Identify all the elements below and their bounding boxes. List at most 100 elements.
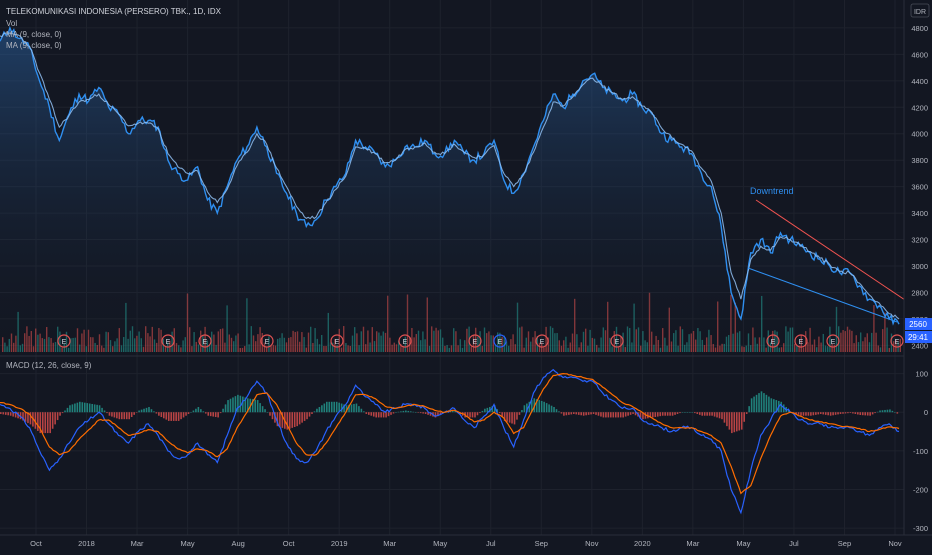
macd-histogram-bar: [363, 411, 365, 413]
volume-bar: [778, 347, 780, 352]
macd-histogram-bar: [681, 412, 684, 413]
macd-histogram-bar: [56, 412, 59, 421]
macd-histogram-bar: [83, 402, 86, 413]
macd-histogram-bar: [367, 412, 370, 415]
volume-bar: [470, 346, 472, 352]
macd-histogram-bar: [864, 412, 867, 416]
ma1-legend[interactable]: MA (9, close, 0): [6, 30, 62, 39]
macd-histogram-bar: [185, 412, 187, 416]
macd-histogram-bar: [143, 408, 145, 413]
macd-histogram-bar: [155, 412, 158, 414]
macd-histogram-bar: [886, 409, 889, 413]
macd-histogram-bar: [148, 407, 150, 413]
macd-histogram-bar: [395, 412, 397, 413]
macd-histogram-bar: [871, 412, 874, 415]
macd-histogram-bar: [167, 412, 170, 421]
macd-histogram-bar: [600, 412, 602, 417]
volume-bar: [101, 345, 103, 352]
earnings-marker-letter: E: [265, 339, 270, 346]
volume-bar: [340, 347, 343, 352]
price-tick-label: 4600: [911, 50, 928, 59]
macd-histogram-bar: [385, 412, 387, 418]
macd-histogram-bar: [627, 412, 629, 416]
macd-histogram-bar: [412, 411, 415, 413]
macd-histogram-bar: [755, 394, 758, 413]
vol-legend[interactable]: Vol: [6, 19, 17, 28]
volume-bar: [61, 347, 63, 352]
currency-box[interactable]: [910, 3, 930, 18]
time-tick-label: Jul: [789, 539, 799, 548]
time-axis-background: [0, 535, 932, 550]
volume-bar: [164, 346, 167, 352]
downtrend-upper-line[interactable]: [755, 199, 909, 303]
macd-histogram-bar: [726, 412, 728, 427]
macd-histogram-bar: [580, 412, 582, 416]
macd-histogram-bar: [824, 412, 827, 415]
macd-histogram-bar: [587, 412, 590, 415]
price-tick-label: 2400: [911, 341, 928, 350]
volume-bar: [450, 345, 453, 352]
macd-histogram-bar: [745, 412, 748, 414]
volume-bar: [120, 345, 123, 352]
macd-histogram-bar: [518, 412, 521, 415]
volume-bar: [400, 344, 402, 352]
price-tick-label: 3400: [911, 209, 928, 218]
volume-bar: [178, 345, 180, 352]
macd-histogram-bar: [256, 400, 259, 413]
macd-histogram-bar: [795, 412, 797, 414]
volume-bar: [888, 347, 890, 352]
macd-histogram-bar: [14, 412, 17, 418]
time-tick-label: Oct: [283, 539, 296, 548]
macd-histogram-bar: [246, 398, 249, 413]
macd-histogram-bar: [405, 410, 407, 413]
macd-histogram-bar: [414, 412, 417, 413]
macd-histogram-bar: [281, 412, 284, 428]
macd-histogram-bar: [212, 412, 215, 417]
macd-histogram-bar: [407, 410, 410, 413]
volume-bar: [714, 347, 717, 352]
macd-histogram-bar: [121, 412, 123, 420]
ma2-legend[interactable]: MA (9, close, 0): [6, 41, 62, 50]
macd-histogram-bar: [86, 403, 89, 413]
macd-histogram-bar: [348, 404, 350, 413]
macd-histogram-bar: [694, 412, 696, 414]
macd-histogram-bar: [531, 400, 533, 413]
downtrend-lower-line[interactable]: [747, 267, 898, 323]
macd-histogram-bar: [301, 412, 303, 423]
macd-histogram-bar: [261, 406, 264, 413]
downtrend-annotation[interactable]: Downtrend: [750, 186, 794, 196]
volume-bar: [780, 347, 783, 352]
macd-histogram-bar: [723, 412, 726, 423]
volume-bar: [587, 345, 589, 352]
macd-histogram-bar: [101, 407, 103, 413]
volume-bar: [191, 346, 193, 352]
macd-histogram-bar: [538, 400, 541, 413]
macd-histogram-bar: [819, 412, 822, 414]
macd-histogram-bar: [4, 412, 7, 415]
macd-histogram-bar: [548, 404, 550, 413]
volume-bar: [653, 344, 655, 352]
volume-bar: [323, 345, 325, 352]
macd-histogram-bar: [279, 412, 281, 428]
macd-axis-ticks[interactable]: 100 0 -100 -200 -300: [913, 370, 928, 534]
volume-bar: [68, 347, 70, 352]
macd-histogram-bar: [703, 412, 706, 416]
macd-histogram-bar: [644, 412, 647, 419]
macd-legend[interactable]: MACD (12, 26, close, 9): [6, 361, 92, 370]
macd-histogram-bar: [760, 391, 763, 413]
macd-histogram-bar: [639, 412, 642, 418]
macd-histogram-bar: [543, 401, 545, 413]
symbol-title[interactable]: TELEKOMUNIKASI INDONESIA (PERSERO) TBK.,…: [6, 7, 222, 16]
volume-bar: [197, 344, 200, 352]
macd-histogram-bar: [54, 412, 56, 425]
macd-histogram-bar: [429, 412, 432, 416]
macd-histogram-bar: [770, 398, 773, 413]
time-axis-ticks[interactable]: Oct 2018 Mar May Aug Oct 2019 Mar May Jul Sep Nov 20…: [30, 539, 902, 548]
earnings-marker: [766, 334, 780, 348]
volume-bar: [103, 347, 105, 352]
earnings-marker-letter: E: [403, 339, 408, 346]
macd-histogram-bar: [91, 403, 93, 413]
macd-histogram-bar: [876, 411, 879, 413]
